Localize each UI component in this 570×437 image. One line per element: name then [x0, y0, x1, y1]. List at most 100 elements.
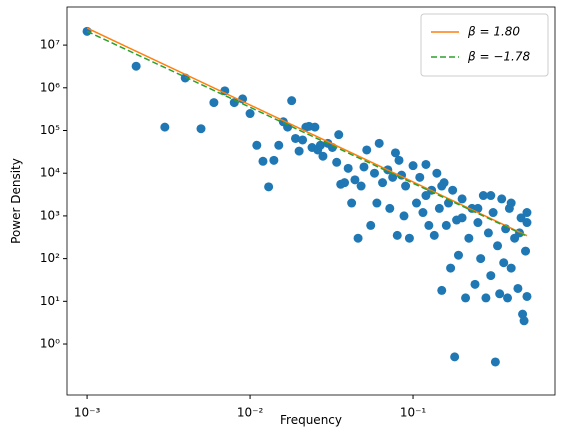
scatter-point [486, 191, 496, 201]
scatter-point [461, 293, 471, 303]
scatter-point [209, 98, 219, 108]
scatter-point [418, 208, 428, 218]
scatter-point [497, 194, 507, 204]
scatter-point [478, 191, 488, 201]
scatter-point [421, 159, 431, 169]
x-tick-label: 10⁻³ [74, 406, 101, 420]
scatter-point [332, 157, 342, 167]
scatter-point [258, 156, 268, 166]
scatter-point [503, 293, 513, 303]
scatter-point [252, 140, 262, 150]
scatter-point [369, 168, 379, 178]
scatter-point [424, 220, 434, 230]
scatter-point [404, 233, 414, 243]
scatter-point [353, 233, 363, 243]
scatter-point [408, 161, 418, 171]
y-tick-label: 10³ [40, 208, 60, 222]
scatter-point [519, 316, 529, 326]
scatter-point [522, 218, 532, 228]
scatter-point [283, 122, 293, 132]
scatter-point [392, 230, 402, 240]
scatter-point [434, 203, 444, 213]
scatter-point [506, 198, 516, 208]
scatter-point [481, 293, 491, 303]
scatter-point [287, 96, 297, 106]
scatter-point [343, 163, 353, 173]
scatter-point [334, 130, 344, 140]
scatter-point [521, 246, 531, 256]
scatter-point [274, 140, 284, 150]
x-tick-label: 10⁻² [237, 406, 264, 420]
scatter-point [470, 279, 480, 289]
scatter-point [448, 185, 458, 195]
scatter-point [411, 198, 421, 208]
plot-frame [66, 6, 556, 396]
scatter-point [350, 175, 360, 185]
scatter-point [437, 285, 447, 295]
scatter-point [385, 203, 395, 213]
scatter-point [490, 357, 500, 367]
scatter-point [421, 191, 431, 201]
scatter-point [378, 178, 388, 188]
scatter-point [298, 135, 308, 145]
scatter-point [394, 155, 404, 165]
scatter-point [464, 233, 474, 243]
scatter-point [488, 208, 498, 218]
scatter-point [437, 181, 447, 191]
scatter-point [315, 140, 325, 150]
y-axis-label: Power Density [9, 158, 23, 244]
scatter-point [441, 220, 451, 230]
legend-box [420, 13, 549, 77]
scatter-point [401, 181, 411, 191]
scatter-point [356, 181, 366, 191]
y-tick-label: 10⁰ [40, 337, 60, 351]
scatter-point [359, 162, 369, 172]
scatter-point [476, 254, 486, 264]
scatter-point [310, 122, 320, 132]
scatter-point [450, 352, 460, 362]
scatter-point [264, 182, 274, 192]
scatter-point [486, 271, 496, 281]
legend-label: β = −1.78 [467, 50, 530, 64]
y-tick-label: 10¹ [40, 294, 60, 308]
x-axis-label: Frequency [280, 413, 342, 427]
scatter-point [429, 230, 439, 240]
scatter-point [522, 291, 532, 301]
scatter-point [522, 208, 532, 218]
x-tick-label: 10⁻¹ [400, 406, 427, 420]
legend-label: β = 1.80 [467, 25, 520, 39]
scatter-point [399, 211, 409, 221]
y-tick-label: 10² [40, 251, 60, 265]
scatter-point [294, 146, 304, 156]
scatter-point [372, 198, 382, 208]
scatter-point [506, 263, 516, 273]
fit-line [86, 27, 528, 237]
scatter-point [457, 213, 467, 223]
scatter-point [374, 138, 384, 148]
scatter-point [453, 250, 463, 260]
scatter-point [390, 148, 400, 158]
scatter-point [388, 172, 398, 182]
scatter-point [457, 194, 467, 204]
scatter-point [290, 133, 300, 143]
y-tick-label: 10⁵ [40, 123, 60, 137]
scatter-point [131, 61, 141, 71]
scatter-point [269, 155, 279, 165]
scatter-point [362, 145, 372, 155]
scatter-point [493, 241, 503, 251]
scatter-point [483, 228, 493, 238]
scatter-point [495, 289, 505, 299]
scatter-point [366, 220, 376, 230]
scatter-point [513, 283, 523, 293]
scatter-point [318, 151, 328, 161]
scatter-point [473, 218, 483, 228]
scatter-point [196, 124, 206, 134]
scatter-point [446, 263, 456, 273]
scatter-point [432, 168, 442, 178]
scatter-point [340, 178, 350, 188]
scatter-point [220, 86, 230, 96]
scatter-point [499, 258, 509, 268]
scatter-point [160, 122, 170, 132]
scatter-point [245, 109, 255, 119]
